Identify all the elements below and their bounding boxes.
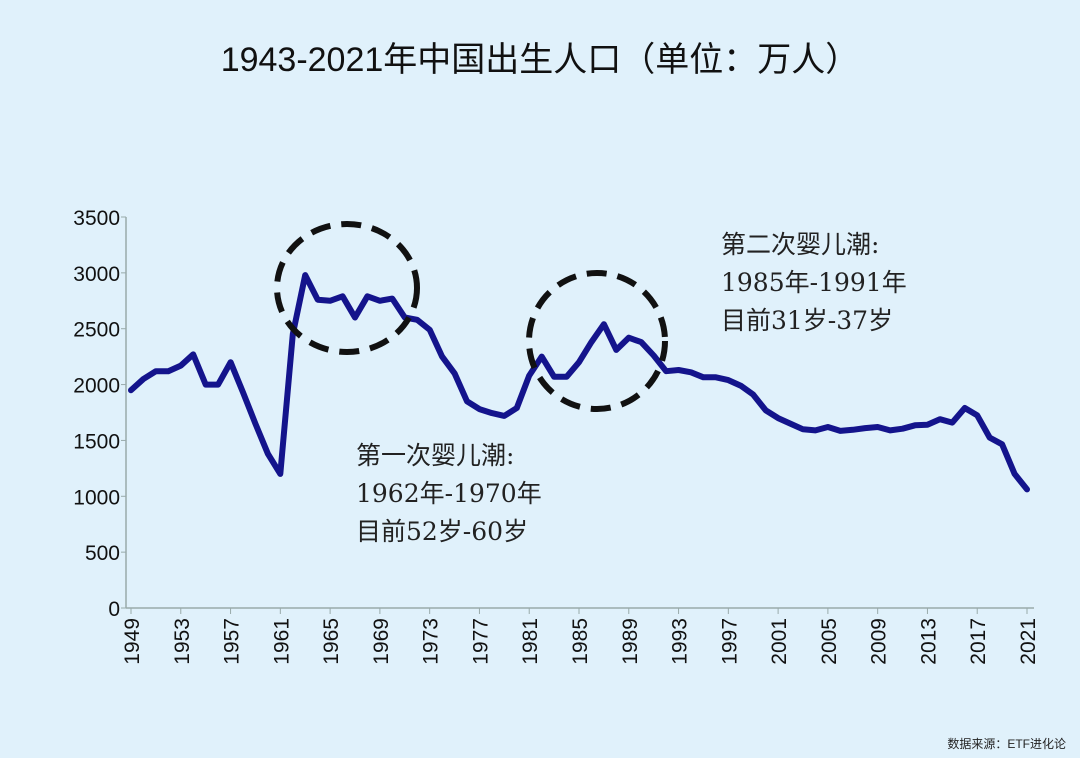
x-tick-label: 1957	[221, 618, 244, 665]
annotation-first-boom: 第一次婴儿潮: 1962年-1970年 目前52岁-60岁	[356, 437, 542, 551]
y-tick-label: 1000	[73, 486, 120, 509]
x-tick-label: 1949	[121, 618, 144, 665]
y-tick-label: 2000	[73, 375, 120, 398]
x-tick-label: 1969	[370, 618, 393, 665]
y-tick-label: 3000	[73, 263, 120, 286]
y-tick-label: 2500	[73, 319, 120, 342]
x-tick-label: 2013	[917, 618, 940, 665]
annotation-line: 第一次婴儿潮:	[356, 441, 515, 470]
x-tick-label: 1953	[171, 618, 194, 665]
x-tick-label: 1961	[270, 618, 293, 665]
x-tick-label: 1989	[619, 618, 642, 665]
x-tick-label: 1973	[420, 618, 443, 665]
annotation-line: 1985年-1991年	[721, 268, 907, 297]
y-tick-label: 0	[108, 598, 120, 621]
x-tick-label: 2021	[1017, 618, 1040, 665]
highlight-circle-first-boom	[274, 221, 420, 355]
annotation-second-boom: 第二次婴儿潮: 1985年-1991年 目前31岁-37岁	[721, 226, 907, 340]
y-tick-label: 1500	[73, 430, 120, 453]
annotation-line: 目前31岁-37岁	[721, 306, 894, 335]
y-tick-label: 500	[85, 542, 120, 565]
x-tick-label: 1985	[569, 618, 592, 665]
x-tick-label: 2017	[967, 618, 990, 665]
x-tick-label: 1977	[469, 618, 492, 665]
highlight-circle-second-boom	[526, 270, 668, 412]
x-tick-label: 2009	[868, 618, 891, 665]
annotation-line: 第二次婴儿潮:	[721, 230, 880, 259]
source-note: 数据来源：ETF进化论	[947, 737, 1066, 751]
x-tick-label: 1997	[718, 618, 741, 665]
x-tick-label: 1965	[320, 618, 343, 665]
y-tick-label: 3500	[73, 207, 120, 230]
annotation-line: 1962年-1970年	[356, 479, 542, 508]
x-tick-label: 1993	[669, 618, 692, 665]
x-tick-label: 1981	[519, 618, 542, 665]
x-tick-label: 2001	[768, 618, 791, 665]
annotation-line: 目前52岁-60岁	[356, 517, 529, 546]
chart-title: 1943-2021年中国出生人口（单位：万人）	[220, 41, 860, 79]
x-tick-label: 2005	[818, 618, 841, 665]
